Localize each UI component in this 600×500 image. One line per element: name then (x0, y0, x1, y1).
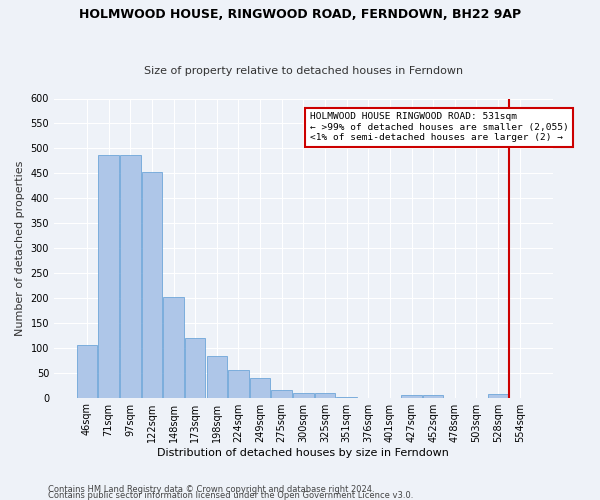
Text: HOLMWOOD HOUSE RINGWOOD ROAD: 531sqm
← >99% of detached houses are smaller (2,05: HOLMWOOD HOUSE RINGWOOD ROAD: 531sqm ← >… (310, 112, 569, 142)
Bar (293, 392, 314, 398)
X-axis label: Distribution of detached houses by size in Ferndown: Distribution of detached houses by size … (157, 448, 449, 458)
Bar (423, 395, 443, 398)
Bar (250, 378, 271, 398)
Bar (77, 345, 97, 398)
Bar (98, 155, 119, 398)
Bar (163, 297, 184, 398)
Y-axis label: Number of detached properties: Number of detached properties (15, 160, 25, 336)
Bar (228, 370, 249, 398)
Text: Contains public sector information licensed under the Open Government Licence v3: Contains public sector information licen… (48, 490, 413, 500)
Bar (206, 356, 227, 398)
Bar (401, 395, 422, 398)
Bar (271, 390, 292, 398)
Bar (315, 392, 335, 398)
Text: HOLMWOOD HOUSE, RINGWOOD ROAD, FERNDOWN, BH22 9AP: HOLMWOOD HOUSE, RINGWOOD ROAD, FERNDOWN,… (79, 8, 521, 20)
Bar (120, 156, 140, 398)
Text: Contains HM Land Registry data © Crown copyright and database right 2024.: Contains HM Land Registry data © Crown c… (48, 484, 374, 494)
Bar (488, 394, 508, 398)
Bar (185, 338, 205, 398)
Title: Size of property relative to detached houses in Ferndown: Size of property relative to detached ho… (144, 66, 463, 76)
Bar (142, 172, 162, 398)
